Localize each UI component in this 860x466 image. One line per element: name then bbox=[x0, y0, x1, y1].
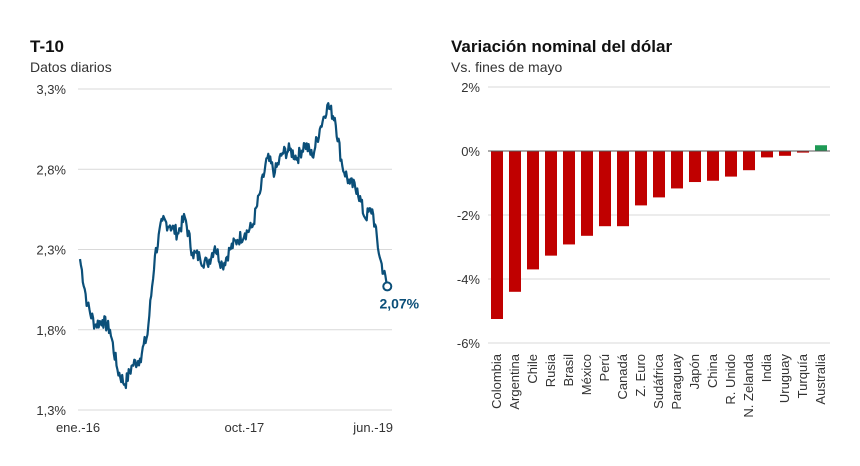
x-category-label: Australia bbox=[813, 353, 828, 404]
bar bbox=[509, 151, 521, 292]
x-category-label: Paraguay bbox=[669, 354, 684, 410]
bar bbox=[743, 151, 755, 171]
x-tick-label: oct.-17 bbox=[225, 420, 265, 435]
t10-title: T-10 bbox=[30, 37, 65, 56]
bar bbox=[653, 151, 665, 198]
last-value-marker bbox=[382, 281, 393, 292]
y-tick-label: 0% bbox=[461, 144, 480, 159]
x-category-label: N. Zelanda bbox=[741, 353, 756, 417]
y-tick-label: -6% bbox=[457, 336, 481, 351]
x-category-label: Brasil bbox=[561, 354, 576, 387]
bar bbox=[599, 151, 611, 227]
y-tick-label: 3,3% bbox=[36, 82, 66, 97]
y-tick-label: 2,8% bbox=[36, 162, 66, 177]
last-value-label: 2,07% bbox=[379, 295, 419, 311]
t10-panel: T-10 Datos diarios 3,3% 2,8% 2,3% 1,8% 1,3% e… bbox=[30, 37, 420, 435]
bar bbox=[581, 151, 593, 236]
bar bbox=[545, 151, 557, 256]
x-tick-label: ene.-16 bbox=[56, 420, 100, 435]
bar bbox=[797, 151, 809, 153]
bar bbox=[491, 151, 503, 319]
x-category-label: Turquía bbox=[795, 353, 810, 398]
bar bbox=[563, 151, 575, 245]
x-category-label: Rusia bbox=[543, 353, 558, 387]
t10-series-line bbox=[78, 102, 389, 390]
x-category-label: Chile bbox=[525, 354, 540, 384]
y-tick-label: 2% bbox=[461, 80, 480, 95]
y-tick-label: -4% bbox=[457, 272, 481, 287]
x-category-label: México bbox=[579, 354, 594, 395]
bar bbox=[761, 151, 773, 158]
x-category-label: Japón bbox=[687, 354, 702, 389]
x-category-label: Uruguay bbox=[777, 354, 792, 404]
dollar-bar-chart: 2% 0% -2% -4% -6% Colombia Argentina Chile Rusia… bbox=[457, 80, 830, 418]
bar bbox=[815, 145, 827, 151]
x-category-label: Canadá bbox=[615, 353, 630, 399]
bar bbox=[689, 151, 701, 183]
x-category-label: Perú bbox=[597, 354, 612, 381]
y-tick-label: 2,3% bbox=[36, 243, 66, 258]
dollar-panel: Variación nominal del dólar Vs. fines de… bbox=[430, 0, 860, 466]
y-tick-label: -2% bbox=[457, 208, 481, 223]
x-category-label: Sudáfrica bbox=[651, 353, 666, 409]
dollar-subtitle: Vs. fines de mayo bbox=[451, 59, 563, 75]
dollar-title: Variación nominal del dólar bbox=[451, 37, 673, 56]
t10-subtitle: Datos diarios bbox=[30, 59, 112, 75]
x-category-label: Argentina bbox=[507, 353, 522, 409]
x-category-label: China bbox=[705, 353, 720, 388]
bar bbox=[707, 151, 719, 181]
x-tick-label: jun.-19 bbox=[352, 420, 393, 435]
x-category-label: R. Unido bbox=[723, 354, 738, 405]
bar bbox=[779, 151, 791, 156]
bar bbox=[725, 151, 737, 177]
x-category-label: Colombia bbox=[489, 353, 504, 409]
bar bbox=[635, 151, 647, 206]
x-category-label: Z. Euro bbox=[633, 354, 648, 397]
t10-line-chart: 3,3% 2,8% 2,3% 1,8% 1,3% ene.-16 oct.-17 jun.-1… bbox=[36, 82, 419, 435]
bar bbox=[671, 151, 683, 189]
y-tick-label: 1,8% bbox=[36, 323, 66, 338]
x-category-label: India bbox=[759, 353, 774, 382]
y-tick-label: 1,3% bbox=[36, 403, 66, 418]
bar bbox=[527, 151, 539, 270]
bar bbox=[617, 151, 629, 227]
